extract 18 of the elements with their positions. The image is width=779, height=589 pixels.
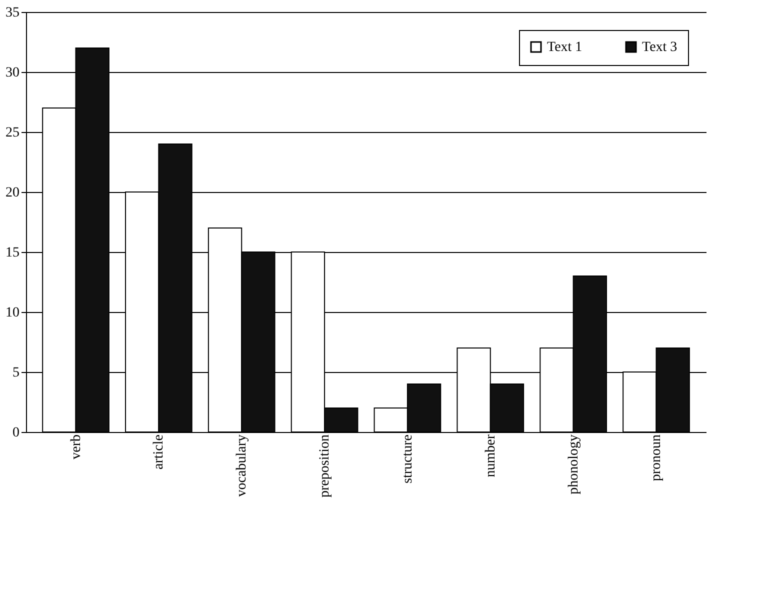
y-tick-label: 10 <box>6 306 20 320</box>
legend-label: Text 3 <box>642 40 678 55</box>
y-tick-label: 35 <box>6 6 20 20</box>
x-tick-label: preposition <box>318 434 333 498</box>
y-tick-label: 30 <box>6 66 20 80</box>
y-tick-label: 5 <box>12 366 20 380</box>
y-tick-label: 0 <box>12 426 20 440</box>
x-tick-label: number <box>483 434 498 478</box>
y-tick-label: 25 <box>6 126 20 140</box>
x-tick-label: structure <box>400 434 416 484</box>
x-tick-label: article <box>152 434 167 470</box>
y-tick-label: 15 <box>6 246 20 260</box>
x-tick-label: vocabulary <box>234 434 250 497</box>
x-tick-label: verb <box>68 434 84 460</box>
x-tick-label: phonology <box>566 434 582 494</box>
y-tick-label: 20 <box>6 186 20 200</box>
legend-label: Text 1 <box>547 40 582 55</box>
x-tick-label: pronoun <box>649 434 664 482</box>
